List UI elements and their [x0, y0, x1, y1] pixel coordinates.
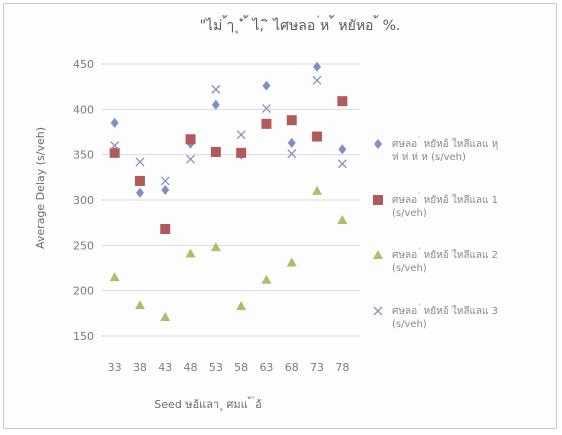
x-axis-label: Seed ษอ้แลา ุ ศมแ ้ ่อ้ — [154, 396, 261, 411]
data-point-series-3 — [236, 301, 247, 311]
x-tick-label: 53 — [209, 361, 223, 374]
x-tick-labels: 33 38 43 48 53 58 63 68 73 78 — [108, 361, 350, 374]
data-point-series-3 — [337, 214, 348, 224]
legend-marker-1 — [374, 139, 382, 149]
data-point-series-3 — [210, 242, 221, 252]
chart-frame — [3, 3, 557, 429]
data-point-series-4 — [110, 141, 120, 151]
data-point-series-2 — [312, 131, 323, 142]
y-tick-label: 200 — [73, 285, 94, 298]
legend-label-2: ศษลอ ่ หยัหอ้ ใหลึแลแ 1 (s/veh) — [392, 192, 498, 219]
y-tick-label: 300 — [73, 194, 94, 207]
x-tick-label: 68 — [285, 361, 299, 374]
data-point-series-3 — [312, 185, 323, 195]
x-tick-label: 43 — [158, 361, 172, 374]
data-point-series-3 — [134, 300, 145, 310]
data-point-series-4 — [261, 103, 271, 113]
data-point-series-2 — [160, 224, 171, 235]
legend-marker-4 — [373, 306, 383, 316]
data-point-series-3 — [286, 257, 297, 267]
data-point-series-2 — [210, 146, 221, 157]
legend-label-1: ศษลอ ่ หยัหอ้ ใหลึแลแ หุห่ ห่ ห่ ห (s/ve… — [392, 136, 498, 163]
data-point-series-3 — [109, 272, 120, 282]
data-point-series-1 — [161, 185, 170, 196]
x-tick-label: 33 — [108, 361, 122, 374]
data-point-series-2 — [286, 115, 297, 126]
data-point-series-3 — [261, 274, 272, 284]
x-tick-label: 78 — [335, 361, 349, 374]
legend-label-4: ศษลอ ่ หยัหอ้ ใหลึแลแ 3 (s/veh) — [392, 303, 498, 330]
data-point-series-2 — [337, 96, 348, 107]
data-point-series-3 — [160, 311, 171, 321]
x-tick-label: 58 — [234, 361, 248, 374]
y-tick-labels: 150 200 250 300 350 400 450 — [73, 58, 94, 343]
x-tick-label: 73 — [310, 361, 324, 374]
data-point-series-2 — [185, 134, 196, 145]
y-tick-label: 150 — [73, 330, 94, 343]
y-tick-label: 350 — [73, 149, 94, 162]
y-tick-label: 250 — [73, 239, 94, 252]
data-point-series-4 — [186, 154, 196, 164]
data-point-series-4 — [287, 149, 297, 159]
legend-marker-2 — [373, 195, 383, 205]
data-point-series-1 — [262, 80, 271, 91]
y-axis-label: Average Delay (s/veh) — [34, 127, 47, 249]
data-point-series-4 — [211, 84, 221, 94]
data-point-series-4 — [135, 157, 145, 167]
data-point-series-3 — [185, 248, 196, 258]
data-point-series-1 — [313, 61, 322, 72]
data-points — [109, 61, 348, 321]
x-tick-label: 63 — [259, 361, 273, 374]
data-point-series-1 — [338, 144, 347, 155]
legend: ศษลอ ่ หยัหอ้ ใหลึแลแ หุห่ ห่ ห่ ห (s/ve… — [373, 136, 498, 330]
data-point-series-1 — [135, 187, 144, 198]
y-tick-label: 450 — [73, 58, 94, 71]
data-point-series-4 — [312, 75, 322, 85]
y-tick-label: 400 — [73, 103, 94, 116]
legend-label-3: ศษลอ ่ หยัหอ้ ใหลึแลแ 2 (s/veh) — [392, 247, 498, 274]
data-point-series-4 — [160, 176, 170, 186]
data-point-series-2 — [261, 118, 272, 129]
data-point-series-1 — [211, 99, 220, 110]
gridlines — [102, 63, 360, 337]
data-point-series-2 — [236, 147, 247, 158]
legend-marker-3 — [373, 250, 383, 259]
chart-title: "ไม่ ้ๅ ุ ํ ้ ไ, ิ ไศษลอ ่ห ้ หยัหอ ้ %. — [200, 15, 401, 34]
x-tick-label: 48 — [184, 361, 198, 374]
data-point-series-4 — [337, 159, 347, 169]
data-point-series-2 — [134, 175, 145, 186]
data-point-series-1 — [287, 137, 296, 148]
data-point-series-1 — [110, 117, 119, 128]
x-tick-label: 38 — [133, 361, 147, 374]
data-point-series-4 — [236, 130, 246, 140]
data-point-series-2 — [109, 147, 120, 158]
